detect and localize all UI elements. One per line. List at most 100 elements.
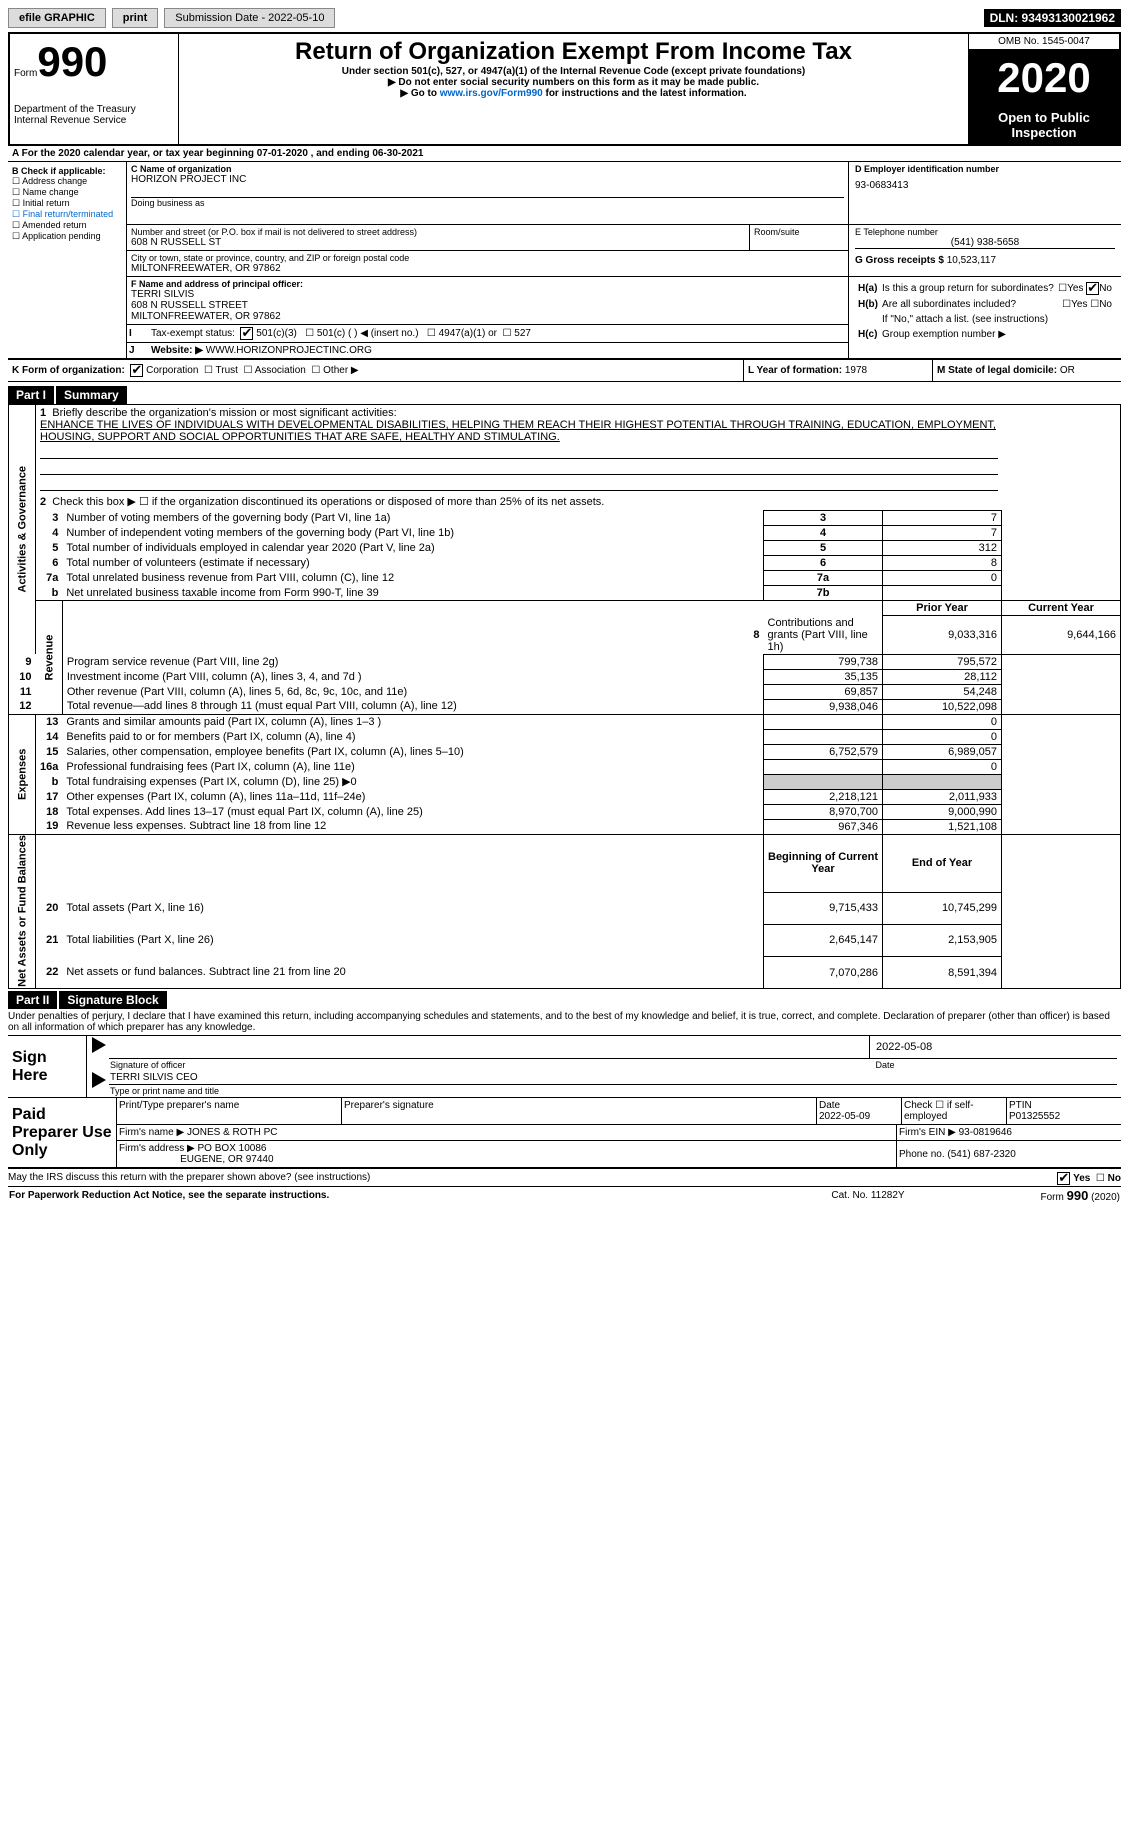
firm-addr: PO BOX 10086 xyxy=(198,1143,267,1154)
dln: DLN: 93493130021962 xyxy=(984,9,1121,27)
klm-row: K Form of organization: Corporation ☐ Tr… xyxy=(8,360,1121,382)
form-title: Return of Organization Exempt From Incom… xyxy=(183,38,964,66)
line-label: Total fundraising expenses (Part IX, col… xyxy=(62,774,763,789)
line-label: Total number of volunteers (estimate if … xyxy=(62,556,763,571)
exp-line: 14Benefits paid to or for members (Part … xyxy=(9,729,1121,744)
efile-button[interactable]: efile GRAPHIC xyxy=(8,8,106,28)
firm-phone: (541) 687-2320 xyxy=(947,1149,1015,1160)
discuss-yes-checkbox[interactable] xyxy=(1057,1172,1070,1185)
prior-year-header: Prior Year xyxy=(883,601,1002,616)
no-label: No xyxy=(1099,283,1112,294)
box-b-item[interactable]: ☐ Application pending xyxy=(12,231,122,242)
begin-year-header: Beginning of Current Year xyxy=(764,834,883,892)
line-label: Other revenue (Part VIII, column (A), li… xyxy=(62,684,763,699)
line-label: Net unrelated business taxable income fr… xyxy=(62,586,763,601)
note-ssn: ▶ Do not enter social security numbers o… xyxy=(183,77,964,88)
officer-addr: 608 N RUSSELL STREET xyxy=(131,300,844,311)
net-line: 20Total assets (Part X, line 16)9,715,43… xyxy=(9,892,1121,924)
opt-assoc: Association xyxy=(255,365,306,376)
line-label: Net assets or fund balances. Subtract li… xyxy=(62,957,763,989)
goto-post: for instructions and the latest informat… xyxy=(543,88,747,99)
exp-line: 18Total expenses. Add lines 13–17 (must … xyxy=(9,804,1121,819)
prep-date-label: Date xyxy=(819,1100,840,1111)
no-label: No xyxy=(1099,299,1112,310)
period-text: For the 2020 calendar year, or tax year … xyxy=(22,148,424,159)
gov-line: 6Total number of volunteers (estimate if… xyxy=(9,556,1121,571)
part2-header: Part IISignature Block xyxy=(8,991,1121,1009)
exp-line: 15Salaries, other compensation, employee… xyxy=(9,744,1121,759)
prep-sig-label: Preparer's signature xyxy=(342,1098,817,1124)
mission-text: ENHANCE THE LIVES OF INDIVIDUALS WITH DE… xyxy=(40,419,996,443)
line-label: Professional fundraising fees (Part IX, … xyxy=(62,759,763,774)
preparer-label: Paid Preparer Use Only xyxy=(8,1098,117,1168)
line-label: Total number of individuals employed in … xyxy=(62,541,763,556)
line-label: Total revenue—add lines 8 through 11 (mu… xyxy=(62,699,763,714)
sign-block: Sign Here 2022-05-08 Signature of office… xyxy=(8,1035,1121,1098)
vert-governance: Activities & Governance xyxy=(9,405,36,655)
line-label: Total assets (Part X, line 16) xyxy=(62,892,763,924)
top-bar: efile GRAPHIC print Submission Date - 20… xyxy=(8,8,1121,28)
box-m-label: M State of legal domicile: xyxy=(937,365,1060,376)
opt-527: 527 xyxy=(514,328,531,339)
box-b-item[interactable]: ☐ Address change xyxy=(12,176,122,187)
period-line: A For the 2020 calendar year, or tax yea… xyxy=(8,146,1121,162)
corp-checkbox[interactable] xyxy=(130,364,143,377)
open-inspection: Open to Public Inspection xyxy=(969,106,1119,144)
preparer-block: Paid Preparer Use Only Print/Type prepar… xyxy=(8,1098,1121,1169)
irs-link[interactable]: www.irs.gov/Form990 xyxy=(440,88,543,99)
goto-pre: ▶ Go to xyxy=(400,88,439,99)
discuss-line: May the IRS discuss this return with the… xyxy=(8,1169,1121,1187)
gov-line: 7aTotal unrelated business revenue from … xyxy=(9,571,1121,586)
box-f-label: F Name and address of principal officer: xyxy=(131,279,844,289)
sign-here-label: Sign Here xyxy=(8,1036,87,1098)
box-b-item[interactable]: ☐ Amended return xyxy=(12,220,122,231)
summary-table: Activities & Governance 1 Briefly descri… xyxy=(8,404,1121,989)
hc-label: Group exemption number ▶ xyxy=(881,328,1113,341)
box-b-item[interactable]: ☐ Name change xyxy=(12,187,122,198)
website: WWW.HORIZONPROJECTINC.ORG xyxy=(206,345,372,356)
officer-city: MILTONFREEWATER, OR 97862 xyxy=(131,311,844,322)
officer-name: TERRI SILVIS xyxy=(131,289,844,300)
rev-line: 8Contributions and grants (Part VIII, li… xyxy=(9,616,1121,655)
exp-line: 17Other expenses (Part IX, column (A), l… xyxy=(9,789,1121,804)
cat-no: Cat. No. 11282Y xyxy=(777,1187,959,1204)
form-number: 990 xyxy=(37,38,107,85)
tax-year: 2020 xyxy=(969,50,1119,106)
dba-label: Doing business as xyxy=(131,197,844,208)
print-button[interactable]: print xyxy=(112,8,158,28)
ptin: P01325552 xyxy=(1009,1111,1060,1122)
opt-4947: 4947(a)(1) or xyxy=(439,328,497,339)
firm-name: JONES & ROTH PC xyxy=(187,1127,278,1138)
gov-line: 3Number of voting members of the governi… xyxy=(9,511,1121,526)
line-label: Other expenses (Part IX, column (A), lin… xyxy=(62,789,763,804)
501c3-checkbox[interactable] xyxy=(240,327,253,340)
ha-no-checkbox[interactable] xyxy=(1086,282,1099,295)
line-label: Total unrelated business revenue from Pa… xyxy=(62,571,763,586)
opt-corp: Corporation xyxy=(146,365,198,376)
name-label: Type or print name and title xyxy=(109,1085,1117,1098)
ein: 93-0683413 xyxy=(855,180,1115,191)
vert-net: Net Assets or Fund Balances xyxy=(9,834,36,989)
line-label: Investment income (Part VIII, column (A)… xyxy=(62,669,763,684)
arrow-icon xyxy=(92,1037,106,1053)
discuss-label: May the IRS discuss this return with the… xyxy=(8,1172,370,1183)
officer-print-name: TERRI SILVIS CEO xyxy=(109,1071,1117,1085)
line-label: Total expenses. Add lines 13–17 (must eq… xyxy=(62,804,763,819)
part1-num: Part I xyxy=(8,386,54,404)
gov-line: 4Number of independent voting members of… xyxy=(9,526,1121,541)
year-formation: 1978 xyxy=(845,365,867,376)
prep-date: 2022-05-09 xyxy=(819,1111,870,1122)
org-name: HORIZON PROJECT INC xyxy=(131,174,844,185)
opt-trust: Trust xyxy=(216,365,238,376)
yes-label: Yes xyxy=(1073,1173,1090,1184)
rev-line: 12Total revenue—add lines 8 through 11 (… xyxy=(9,699,1121,714)
form-subtitle: Under section 501(c), 527, or 4947(a)(1)… xyxy=(183,66,964,77)
city: MILTONFREEWATER, OR 97862 xyxy=(131,263,844,274)
box-b-item[interactable]: ☐ Initial return xyxy=(12,198,122,209)
rev-line: 11Other revenue (Part VIII, column (A), … xyxy=(9,684,1121,699)
opt-501c: 501(c) ( ) ◀ (insert no.) xyxy=(317,328,419,339)
firm-ein-label: Firm's EIN ▶ xyxy=(899,1127,956,1138)
exp-line: 16aProfessional fundraising fees (Part I… xyxy=(9,759,1121,774)
form-prefix: Form xyxy=(14,68,37,79)
box-b-item[interactable]: ☐ Final return/terminated xyxy=(12,209,122,220)
